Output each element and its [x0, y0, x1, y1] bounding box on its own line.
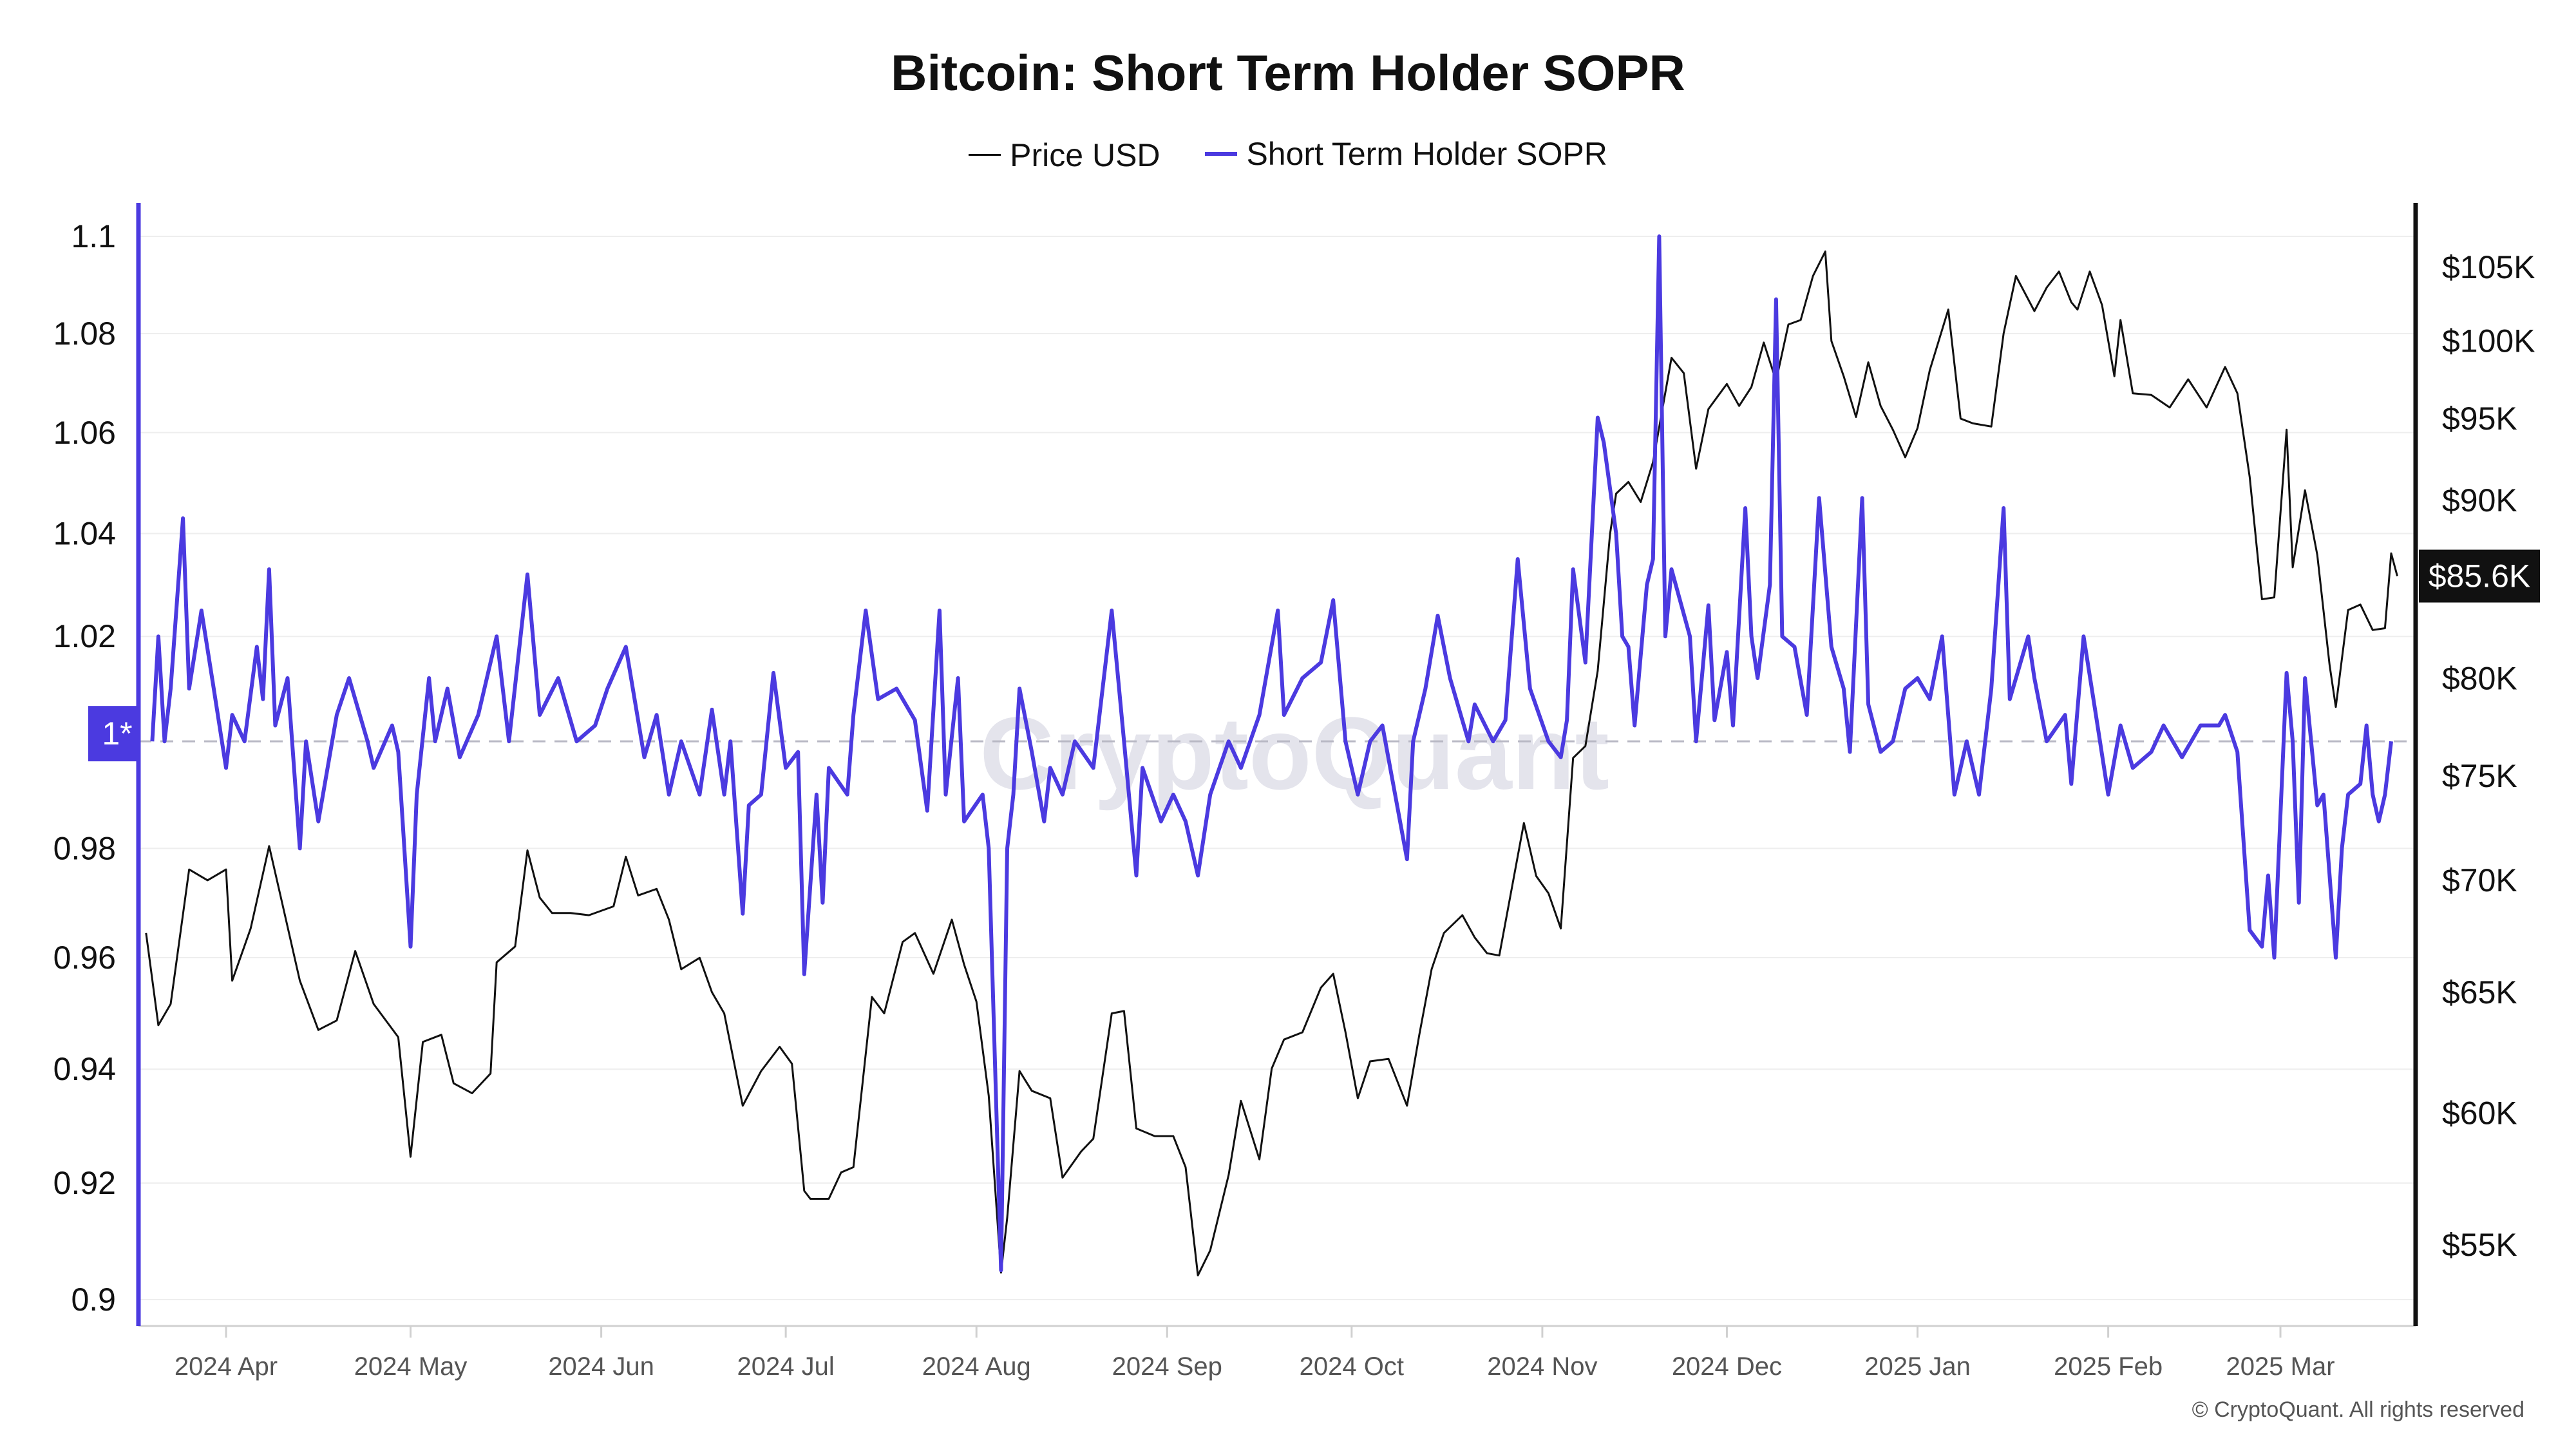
left-tick-label: 0.9	[71, 1282, 116, 1318]
copyright-notice: © CryptoQuant. All rights reserved	[2192, 1397, 2524, 1422]
left-tick-label: 1.08	[53, 316, 116, 352]
legend: Price USD Short Term Holder SOPR	[0, 126, 2576, 174]
right-tick-label: $55K	[2442, 1227, 2517, 1263]
x-tick-label: 2024 Aug	[922, 1352, 1031, 1381]
left-tick-label: 1.1	[71, 218, 116, 254]
current-price-badge	[2419, 549, 2540, 603]
x-tick-label: 2025 Mar	[2226, 1352, 2335, 1381]
reference-badge-label: 1*	[102, 715, 132, 752]
left-tick-label: 0.92	[53, 1165, 116, 1201]
right-tick-label: $60K	[2442, 1095, 2517, 1132]
x-tick-label: 2024 Sep	[1112, 1352, 1222, 1381]
x-tick-label: 2025 Feb	[2054, 1352, 2163, 1381]
x-tick-label: 2024 Jun	[548, 1352, 654, 1381]
legend-item-sopr[interactable]: Short Term Holder SOPR	[1205, 135, 1607, 173]
x-tick-label: 2024 Jul	[737, 1352, 835, 1381]
right-tick-label: $95K	[2442, 401, 2517, 437]
legend-swatch-sopr	[1205, 152, 1238, 156]
right-tick-label: $90K	[2442, 482, 2517, 518]
left-tick-label: 0.94	[53, 1051, 116, 1087]
right-tick-label: $80K	[2442, 660, 2517, 696]
right-tick-label: $100K	[2442, 323, 2535, 359]
left-tick-label: 0.96	[53, 940, 116, 976]
legend-label-sopr: Short Term Holder SOPR	[1246, 136, 1607, 172]
left-tick-label: 1.06	[53, 415, 116, 451]
legend-swatch-price	[969, 154, 1001, 156]
x-tick-label: 2025 Jan	[1864, 1352, 1971, 1381]
right-tick-label: $105K	[2442, 249, 2535, 285]
x-tick-label: 2024 May	[354, 1352, 468, 1381]
sopr-line	[150, 234, 2393, 1273]
current-price-label: $85.6K	[2429, 558, 2530, 594]
legend-item-price[interactable]: Price USD	[969, 137, 1160, 174]
right-tick-label: $70K	[2442, 862, 2517, 898]
x-tick-label: 2024 Dec	[1672, 1352, 1782, 1381]
x-tick-label: 2024 Nov	[1487, 1352, 1597, 1381]
right-tick-label: $65K	[2442, 974, 2517, 1010]
left-tick-label: 0.98	[53, 830, 116, 866]
price-usd-line	[145, 251, 2398, 1276]
chart-title: Bitcoin: Short Term Holder SOPR	[891, 44, 1685, 101]
left-tick-label: 1.02	[53, 618, 116, 654]
reference-badge	[88, 706, 138, 762]
x-tick-label: 2024 Oct	[1300, 1352, 1404, 1381]
legend-label-price: Price USD	[1010, 137, 1160, 173]
x-tick-label: 2024 Apr	[175, 1352, 278, 1381]
right-tick-label: $75K	[2442, 758, 2517, 794]
left-tick-label: 1.04	[53, 515, 116, 551]
